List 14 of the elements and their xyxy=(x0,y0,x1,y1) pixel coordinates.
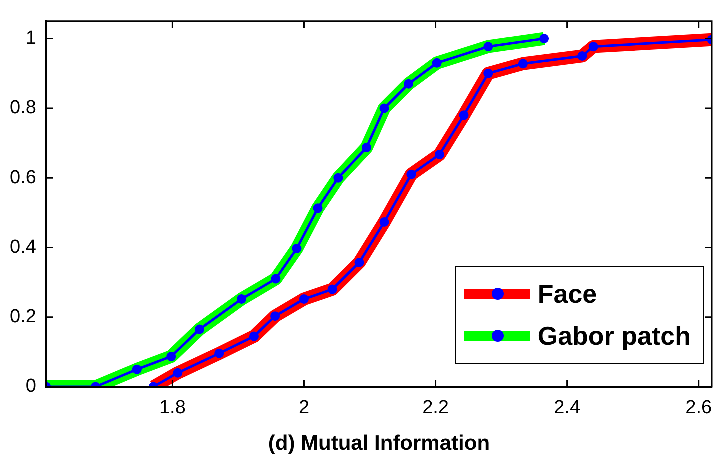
y-tick-label: 0.8 xyxy=(10,98,36,119)
x-tick-label: 2 xyxy=(298,398,310,419)
y-tick-label: 0.6 xyxy=(10,167,36,188)
x-tick-label: 2.4 xyxy=(554,398,581,419)
y-tick-label: 0.4 xyxy=(10,236,37,258)
y-tick-label: 1 xyxy=(26,28,36,50)
x-tick-label: 2.2 xyxy=(422,398,449,419)
legend-label: Face xyxy=(538,278,598,310)
y-tick-label: 0.2 xyxy=(10,306,36,328)
x-axis-title: (d) Mutual Information xyxy=(268,432,490,456)
y-tick-label: 0 xyxy=(26,376,36,398)
legend-label: Gabor patch xyxy=(538,320,691,352)
x-tick-label: 1.8 xyxy=(159,398,186,419)
x-tick-label: 2.6 xyxy=(686,398,712,419)
